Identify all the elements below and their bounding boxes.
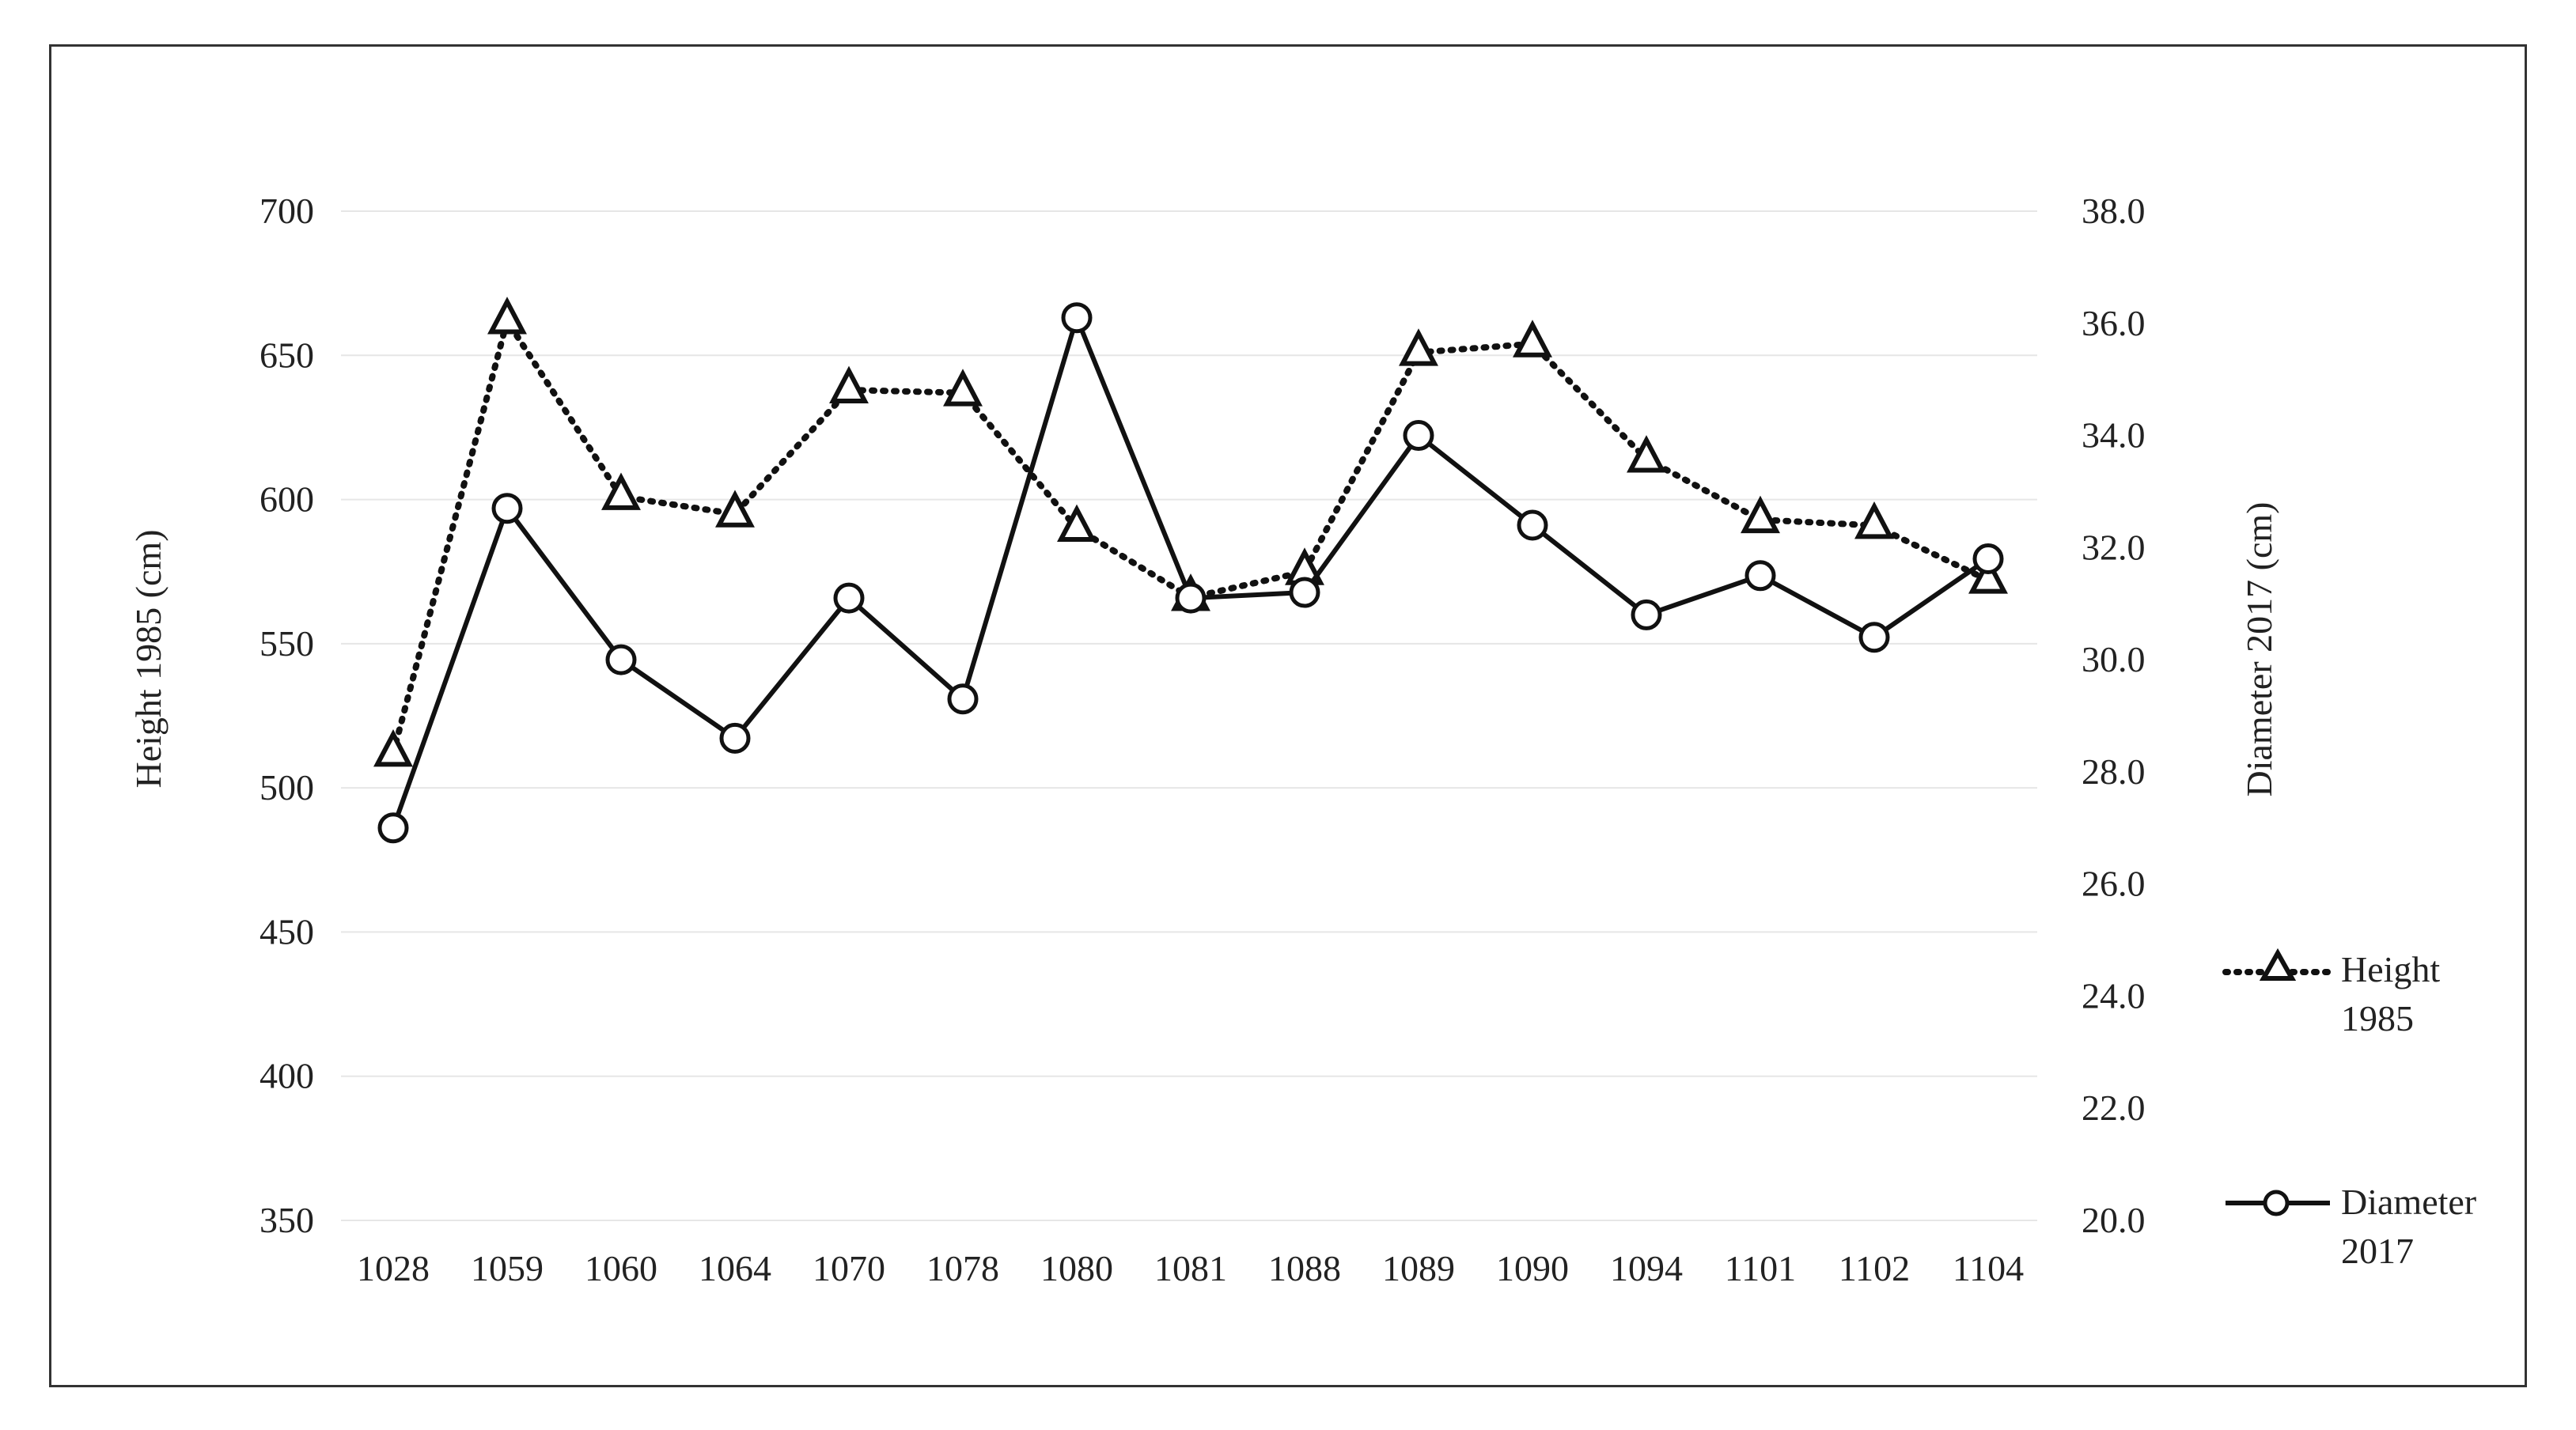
chart-frame: 350 400 450 500 550 600 650 700 20.0 22.0 24.0 26.… — [49, 44, 2527, 1387]
chart-svg: 350 400 450 500 550 600 650 700 20.0 22.0 24.0 26.… — [128, 191, 2476, 1288]
left-tick-label: 650 — [259, 335, 314, 375]
right-axis-label: Diameter 2017 (cm) — [2239, 502, 2279, 797]
x-tick-label: 1090 — [1496, 1248, 1569, 1288]
right-tick-label: 26.0 — [2082, 864, 2146, 904]
diameter-2017-point — [719, 722, 751, 754]
diameter-2017-point — [1972, 543, 2004, 575]
diameter-2017-point — [1403, 420, 1434, 452]
legend-item-height: Height 1985 — [2222, 948, 2440, 1038]
diameter-2017-point — [377, 812, 409, 844]
height-1985-point — [1854, 501, 1894, 539]
x-tick-label: 1028 — [357, 1248, 430, 1288]
left-axis-ticks: 350 400 450 500 550 600 650 700 — [259, 191, 314, 1240]
left-tick-label: 400 — [259, 1056, 314, 1096]
diameter-2017-point — [1744, 560, 1776, 592]
left-tick-label: 600 — [259, 479, 314, 520]
x-tick-label: 1078 — [926, 1248, 999, 1288]
height-1985-point — [373, 728, 413, 767]
x-tick-label: 1089 — [1382, 1248, 1455, 1288]
diameter-2017-point — [1631, 599, 1662, 630]
x-tick-label: 1081 — [1154, 1248, 1227, 1288]
right-tick-label: 30.0 — [2082, 639, 2146, 679]
x-tick-label: 1060 — [585, 1248, 657, 1288]
diameter-2017-point — [1289, 577, 1320, 608]
x-tick-label: 1080 — [1040, 1248, 1113, 1288]
diameter-2017-point — [1858, 622, 1890, 653]
right-tick-label: 22.0 — [2082, 1088, 2146, 1128]
height-1985-point — [1399, 328, 1438, 366]
right-tick-label: 38.0 — [2082, 191, 2146, 231]
diameter-2017-point — [947, 683, 979, 715]
right-tick-label: 32.0 — [2082, 527, 2146, 567]
height-1985-point — [1968, 556, 2008, 594]
x-tick-label: 1101 — [1725, 1248, 1796, 1288]
x-tick-label: 1088 — [1268, 1248, 1341, 1288]
height-1985-point — [487, 297, 527, 335]
left-tick-label: 500 — [259, 767, 314, 808]
right-tick-label: 20.0 — [2082, 1200, 2146, 1240]
legend-diameter-label-line2: 2017 — [2341, 1231, 2414, 1271]
height-1985-point — [1057, 504, 1097, 543]
diameter-2017-point — [833, 582, 865, 614]
left-tick-label: 700 — [259, 191, 314, 231]
x-tick-label: 1094 — [1610, 1248, 1683, 1288]
legend-diameter-label-line1: Diameter — [2341, 1182, 2476, 1222]
series-layer — [373, 297, 2008, 844]
left-axis-label: Height 1985 (cm) — [128, 529, 169, 788]
x-tick-label: 1102 — [1839, 1248, 1910, 1288]
legend-height-label-line2: 1985 — [2341, 998, 2414, 1038]
x-tick-label: 1070 — [813, 1248, 885, 1288]
height-1985-point — [1513, 320, 1552, 358]
legend-height-label-line1: Height — [2341, 949, 2440, 989]
height-1985-point — [943, 369, 983, 407]
diameter-2017-point — [491, 493, 523, 524]
x-axis-ticks: 1028 1059 1060 1064 1070 1078 1080 1081 1088 1089… — [357, 1248, 2024, 1288]
right-axis-ticks: 20.0 22.0 24.0 26.0 28.0 30.0 32.0 34.0 36.0 38.0 — [2082, 191, 2146, 1240]
x-tick-label: 1059 — [471, 1248, 544, 1288]
x-tick-label: 1064 — [699, 1248, 771, 1288]
legend-triangle-icon — [2259, 948, 2297, 981]
right-tick-label: 36.0 — [2082, 303, 2146, 343]
diameter-2017-point — [1061, 302, 1093, 334]
height-1985-point — [1741, 495, 1780, 534]
left-tick-label: 550 — [259, 623, 314, 664]
height-1985-point — [829, 365, 869, 404]
height-1985-point — [715, 490, 755, 528]
legend-circle-icon — [2263, 1190, 2290, 1216]
diameter-2017-point — [1517, 509, 1548, 541]
right-tick-label: 24.0 — [2082, 975, 2146, 1016]
grid-lines — [341, 210, 2037, 1221]
right-tick-label: 28.0 — [2082, 751, 2146, 792]
x-tick-label: 1104 — [1953, 1248, 2024, 1288]
height-1985-point — [1627, 435, 1666, 473]
height-1985-point — [601, 472, 641, 510]
diameter-2017-point — [1175, 582, 1207, 614]
left-tick-label: 450 — [259, 911, 314, 951]
right-tick-label: 34.0 — [2082, 415, 2146, 456]
diameter-2017-point — [605, 644, 637, 675]
height-1985-line — [390, 317, 1991, 757]
legend-item-diameter: Diameter 2017 — [2226, 1182, 2476, 1271]
left-tick-label: 350 — [259, 1200, 314, 1240]
legend: Height 1985 Diameter 2017 — [2222, 948, 2476, 1271]
